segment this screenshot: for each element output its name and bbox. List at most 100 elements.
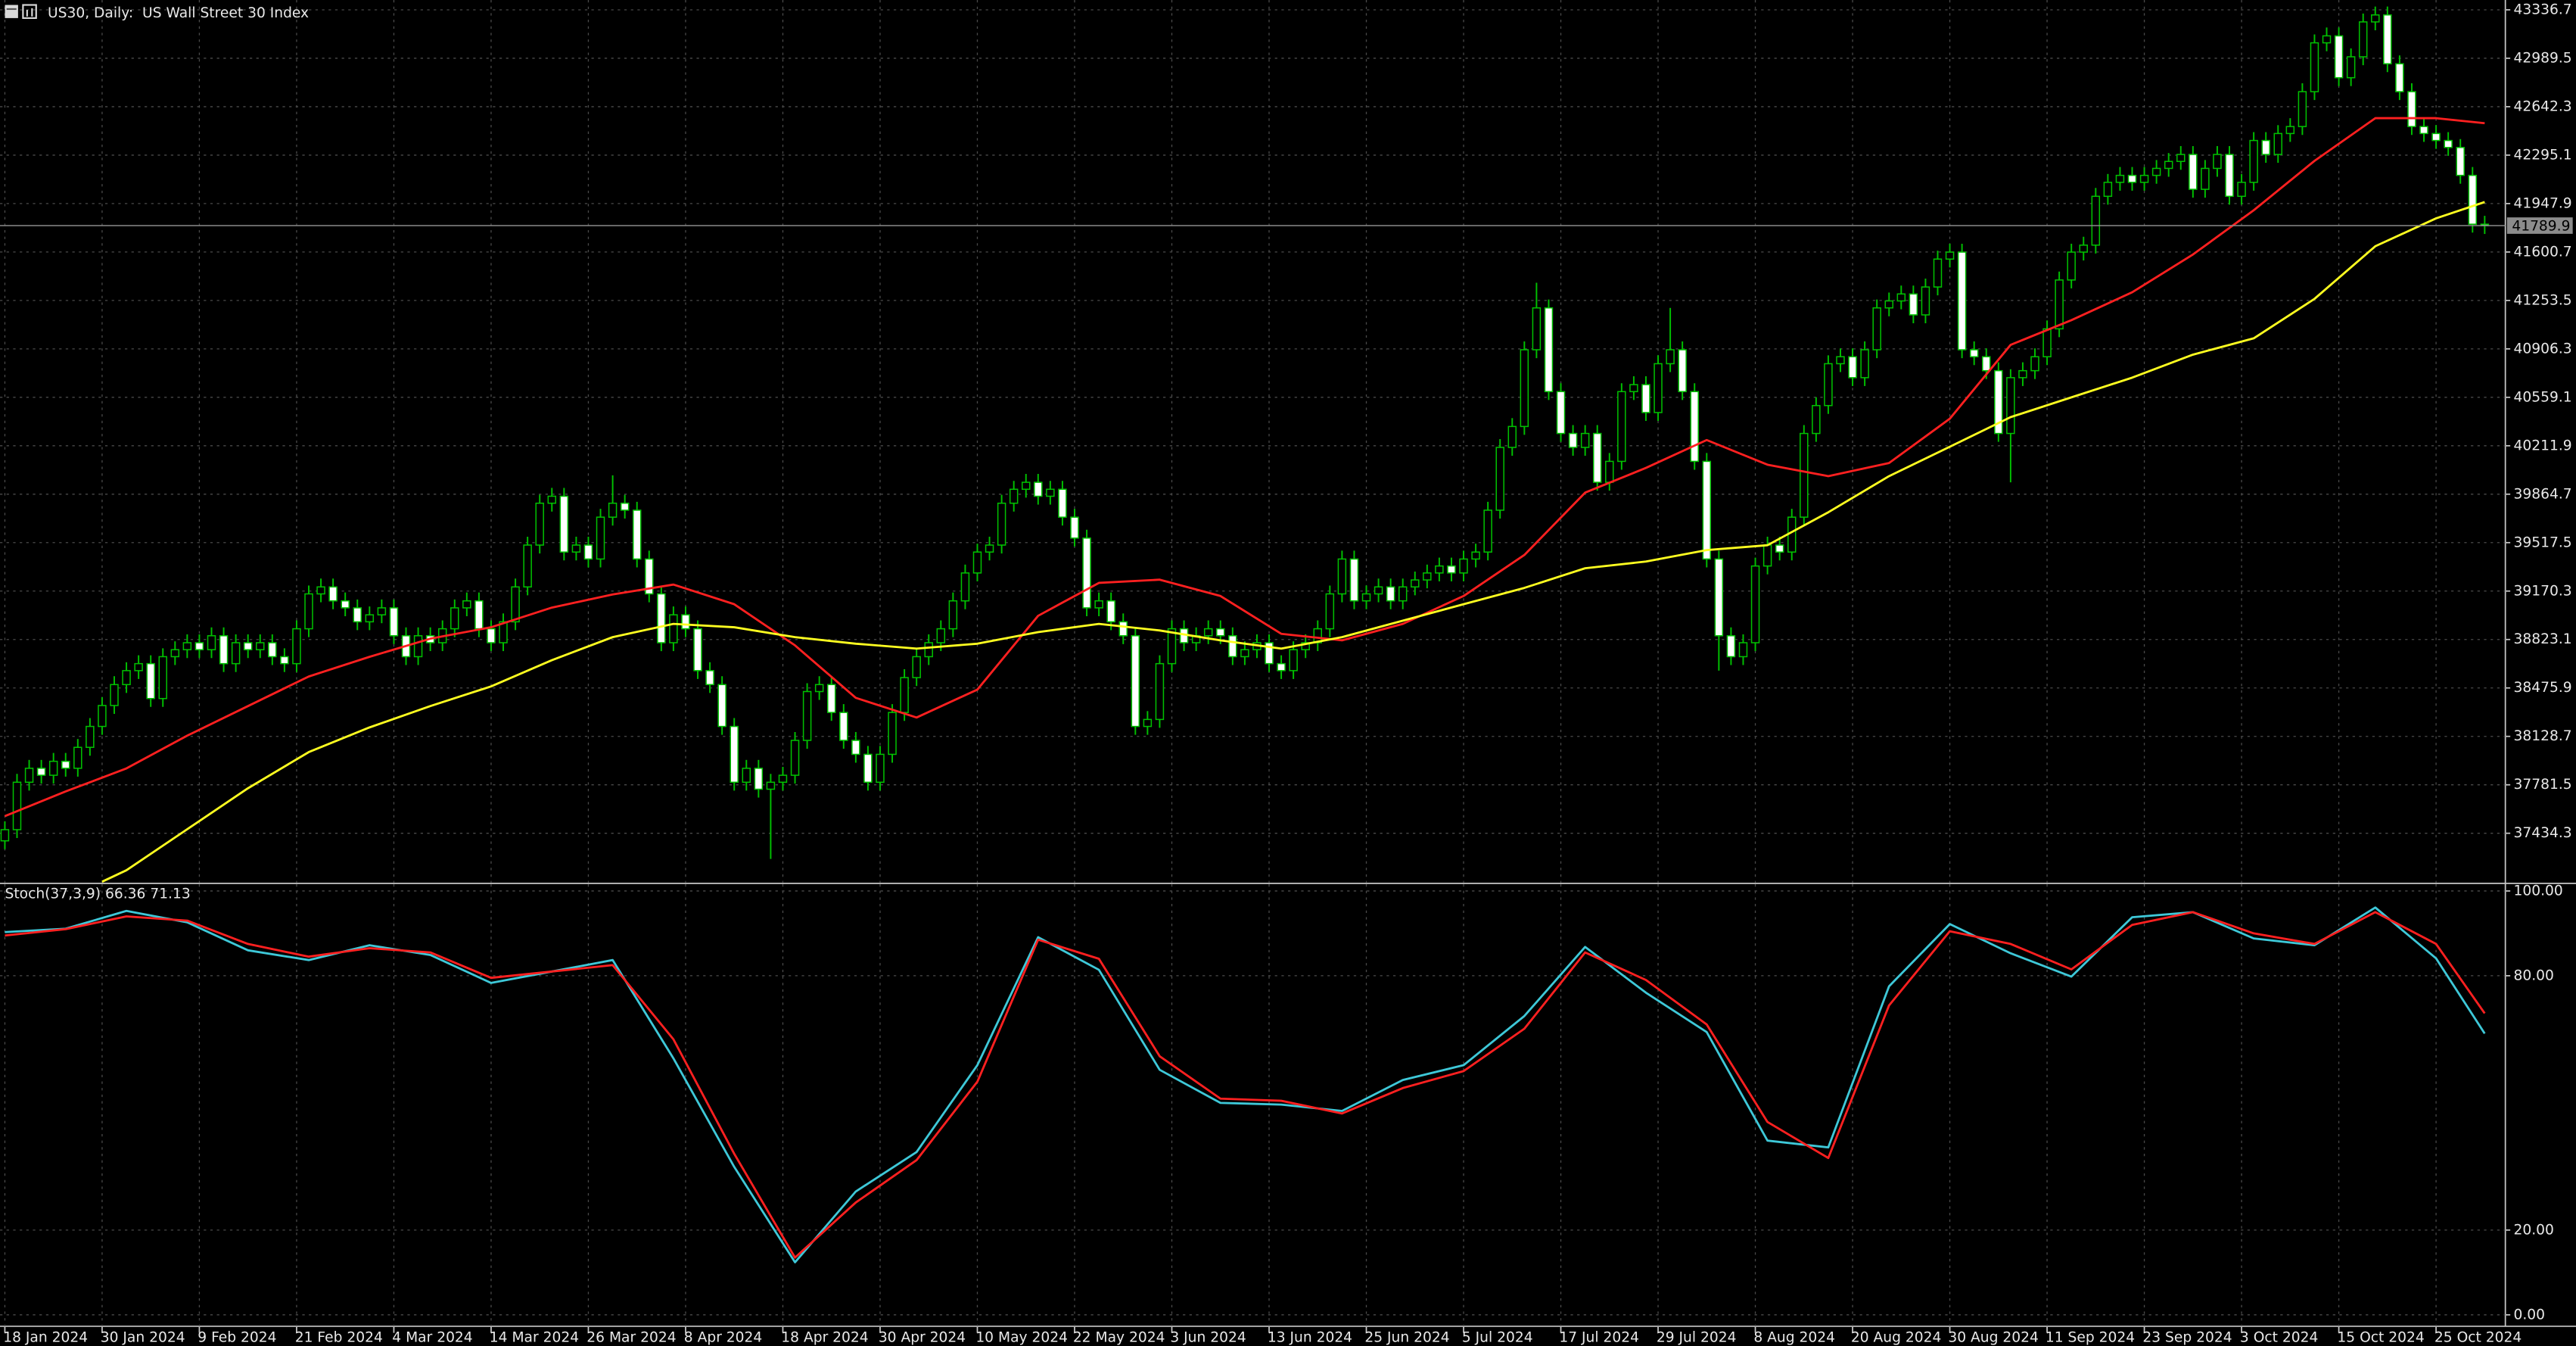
candle-body xyxy=(972,551,982,574)
candle-body xyxy=(61,760,70,769)
candle-body xyxy=(1592,432,1602,483)
y-tick-label: 41600.7 xyxy=(2514,244,2572,260)
candle-body xyxy=(1617,391,1626,463)
candle-body xyxy=(1800,432,1809,518)
candle-body xyxy=(1872,307,1881,351)
candle-body xyxy=(1556,391,1566,435)
candle-body xyxy=(12,781,22,830)
window-icon xyxy=(5,5,18,18)
candle-body xyxy=(1058,488,1067,518)
x-tick-label: 3 Oct 2024 xyxy=(2240,1330,2318,1346)
y-tick-label: 38475.9 xyxy=(2514,680,2572,696)
candle-body xyxy=(2176,154,2186,162)
candle-body xyxy=(413,635,423,658)
x-tick-label: 25 Jun 2024 xyxy=(1364,1330,1449,1346)
candle-body xyxy=(2225,154,2234,198)
candle-body xyxy=(2055,279,2064,330)
candle-body xyxy=(1094,600,1103,609)
x-tick-label: 18 Jan 2024 xyxy=(3,1330,88,1346)
candle-body xyxy=(1909,293,1918,316)
y-tick-label: 40211.9 xyxy=(2514,438,2572,453)
candle-body xyxy=(1265,642,1274,665)
candle-body xyxy=(876,753,885,784)
x-tick-label: 3 Jun 2024 xyxy=(1170,1330,1246,1346)
candle-body xyxy=(632,509,642,560)
x-tick-label: 18 Apr 2024 xyxy=(781,1330,868,1346)
candle-body xyxy=(389,607,399,637)
candle-body xyxy=(2201,167,2210,190)
candle-body xyxy=(146,662,155,699)
x-tick-label: 8 Apr 2024 xyxy=(684,1330,762,1346)
candle-body xyxy=(1423,572,1432,581)
candle-body xyxy=(2468,174,2478,225)
candle-body xyxy=(1836,356,1845,365)
candle-body xyxy=(1982,356,1991,372)
x-tick-label: 13 Jun 2024 xyxy=(1268,1330,1352,1346)
candle-body xyxy=(1361,593,1371,602)
candle-body xyxy=(985,544,994,553)
chart-icon xyxy=(22,4,37,19)
candle-body xyxy=(960,572,970,602)
y-tick-label: 100.00 xyxy=(2514,883,2563,899)
candle-body xyxy=(1812,404,1821,435)
candle-body xyxy=(1070,516,1079,539)
candle-body xyxy=(559,495,569,553)
candle-body xyxy=(2139,174,2149,183)
candle-body xyxy=(1203,628,1213,637)
candle-body xyxy=(742,768,751,784)
candle-body xyxy=(1848,356,1857,379)
indicator-line xyxy=(101,201,2485,883)
candle-body xyxy=(48,760,58,776)
candle-body xyxy=(292,628,301,665)
candle-body xyxy=(219,635,229,665)
candle-body xyxy=(2261,139,2270,155)
x-tick-label: 17 Jul 2024 xyxy=(1559,1330,1639,1346)
candle-body xyxy=(888,712,897,756)
candle-body xyxy=(620,502,630,511)
candle-body xyxy=(2042,328,2052,357)
candle-body xyxy=(353,607,362,623)
x-tick-label: 25 Oct 2024 xyxy=(2434,1330,2522,1346)
candle-body xyxy=(705,670,714,686)
candle-body xyxy=(1884,300,1893,309)
candle-body xyxy=(1082,537,1091,609)
candle-body xyxy=(2456,147,2465,176)
candle-body xyxy=(1641,384,1650,413)
y-tick-label: 40559.1 xyxy=(2514,389,2572,405)
candle-body xyxy=(596,516,605,560)
candle-body xyxy=(1277,662,1286,671)
candle-body xyxy=(1945,251,1955,260)
candle-body xyxy=(669,614,678,643)
candle-body xyxy=(474,600,484,630)
candle-body xyxy=(268,642,277,658)
candle-body xyxy=(2383,14,2392,64)
candle-body xyxy=(645,558,654,595)
candle-body xyxy=(2091,195,2101,246)
candle-body xyxy=(462,600,471,609)
candle-body xyxy=(158,656,167,699)
candle-body xyxy=(997,502,1006,546)
candle-body xyxy=(535,502,544,546)
candle-body xyxy=(1411,579,1420,588)
candle-body xyxy=(1471,551,1480,560)
candle-body xyxy=(693,628,702,671)
x-tick-label: 22 May 2024 xyxy=(1073,1330,1165,1346)
candle-body xyxy=(1994,369,2003,435)
x-tick-label: 14 Mar 2024 xyxy=(490,1330,579,1346)
indicator-line xyxy=(4,117,2485,818)
y-tick-label: 39864.7 xyxy=(2514,486,2572,502)
candle-body xyxy=(912,656,921,678)
candle-body xyxy=(1775,544,1784,553)
candle-body xyxy=(1532,307,1542,351)
x-tick-label: 10 May 2024 xyxy=(975,1330,1068,1346)
candle-body xyxy=(1447,565,1456,574)
candle-body xyxy=(1118,621,1128,637)
y-tick-label: 39517.5 xyxy=(2514,534,2572,550)
candle-body xyxy=(2285,126,2295,135)
candle-body xyxy=(1131,635,1140,728)
candle-body xyxy=(1629,384,1638,393)
candle-body xyxy=(1896,293,1906,302)
candle-body xyxy=(1046,488,1055,497)
candle-body xyxy=(2419,126,2428,135)
